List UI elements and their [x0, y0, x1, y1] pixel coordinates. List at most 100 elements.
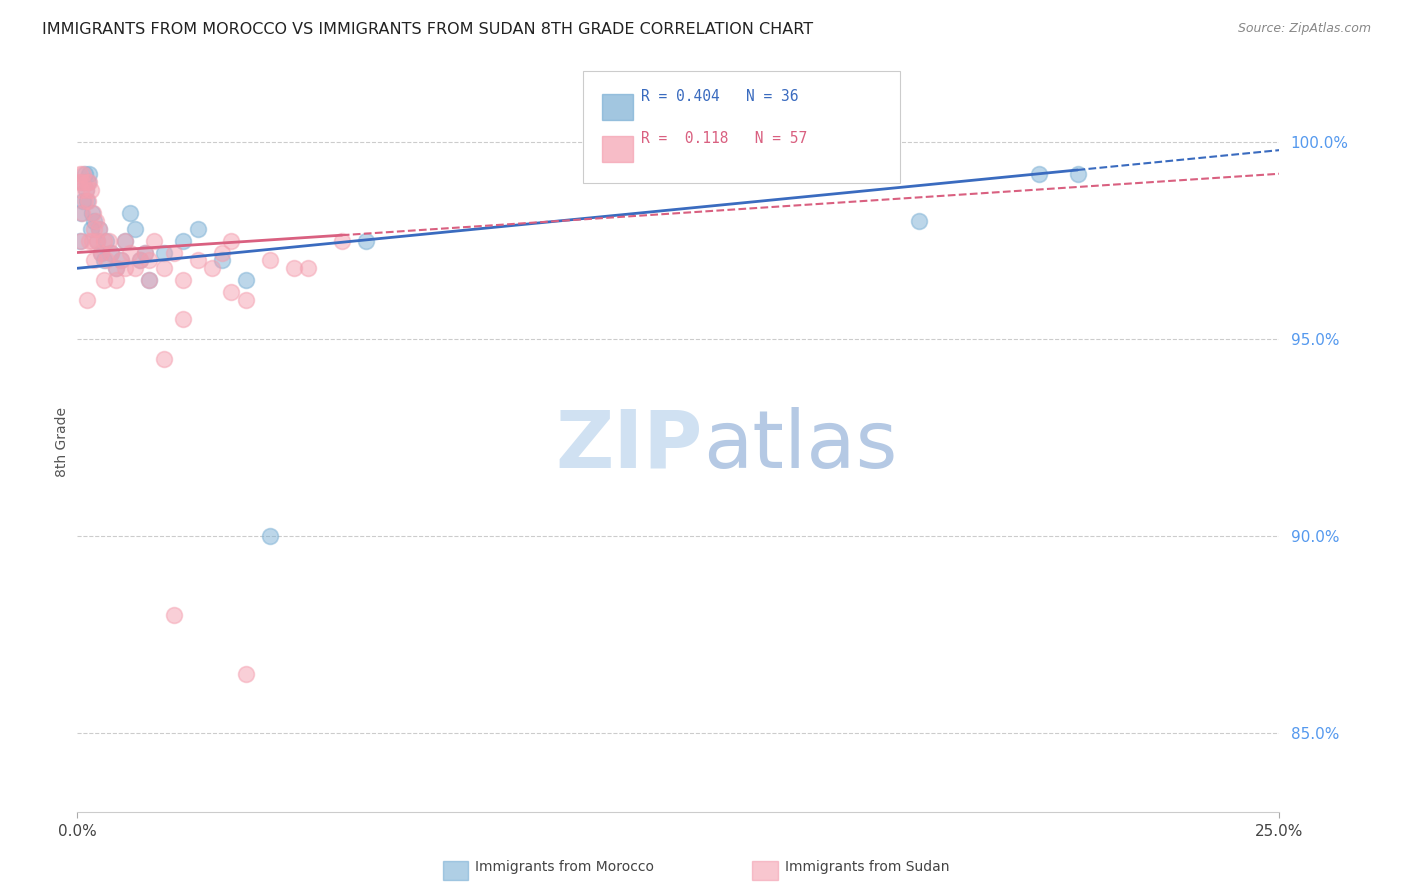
Point [77, 175, 100, 189]
Point [87, 222, 110, 236]
Point [80, 222, 103, 236]
Point [77, 194, 100, 209]
Point [153, 261, 176, 276]
Point [110, 253, 132, 268]
Point [114, 261, 136, 276]
Point [76, 293, 98, 307]
Text: R =  0.118   N = 57: R = 0.118 N = 57 [641, 131, 807, 146]
Point [104, 261, 127, 276]
Point [104, 261, 127, 276]
Point [153, 245, 176, 260]
Point [90, 245, 112, 260]
Point [120, 245, 142, 260]
Point [86, 234, 108, 248]
Point [70, 175, 93, 189]
Point [70, 234, 93, 248]
Text: IMMIGRANTS FROM MOROCCO VS IMMIGRANTS FROM SUDAN 8TH GRADE CORRELATION CHART: IMMIGRANTS FROM MOROCCO VS IMMIGRANTS FR… [42, 22, 813, 37]
Point [297, 261, 319, 276]
Point [138, 273, 160, 287]
Point [235, 666, 257, 681]
Point [82, 206, 104, 220]
Point [143, 234, 166, 248]
Point [114, 234, 136, 248]
Point [80, 182, 103, 196]
Text: Immigrants from Sudan: Immigrants from Sudan [785, 860, 949, 874]
Point [100, 245, 122, 260]
Point [162, 245, 184, 260]
Point [83, 214, 105, 228]
Point [79, 175, 101, 189]
Point [70, 206, 93, 220]
Point [330, 234, 353, 248]
Point [80, 206, 103, 220]
Point [124, 222, 146, 236]
Point [87, 222, 110, 236]
Point [83, 253, 105, 268]
Point [100, 245, 122, 260]
Point [219, 234, 242, 248]
Point [73, 194, 96, 209]
Point [908, 214, 931, 228]
Point [187, 253, 209, 268]
Point [93, 234, 115, 248]
Point [73, 167, 96, 181]
Point [172, 234, 194, 248]
Point [83, 222, 105, 236]
Point [75, 182, 97, 196]
Text: ZIP: ZIP [555, 407, 703, 485]
Point [114, 234, 136, 248]
Point [97, 234, 120, 248]
Point [75, 182, 97, 196]
Text: Source: ZipAtlas.com: Source: ZipAtlas.com [1237, 22, 1371, 36]
Point [172, 273, 194, 287]
Point [80, 234, 103, 248]
Point [128, 253, 150, 268]
Point [172, 312, 194, 326]
Point [93, 253, 115, 268]
Point [72, 194, 94, 209]
Point [120, 206, 142, 220]
Point [69, 234, 91, 248]
Point [84, 214, 107, 228]
Point [138, 253, 160, 268]
Point [96, 234, 118, 248]
Point [76, 175, 98, 189]
Point [1028, 167, 1050, 181]
Text: atlas: atlas [703, 407, 897, 485]
Point [70, 182, 93, 196]
Point [96, 253, 118, 268]
Point [79, 234, 101, 248]
Point [72, 167, 94, 181]
Point [76, 194, 98, 209]
Point [93, 273, 115, 287]
Point [70, 175, 93, 189]
Point [86, 234, 108, 248]
Point [259, 253, 281, 268]
Point [128, 253, 150, 268]
Point [219, 285, 242, 299]
Point [187, 222, 209, 236]
Point [259, 529, 281, 543]
Point [134, 245, 156, 260]
Point [283, 261, 305, 276]
Point [201, 261, 224, 276]
Point [104, 273, 127, 287]
Point [134, 245, 156, 260]
Point [110, 253, 132, 268]
Point [79, 167, 101, 181]
Point [211, 253, 233, 268]
Point [90, 245, 112, 260]
Point [1066, 167, 1088, 181]
Point [138, 273, 160, 287]
Point [235, 293, 257, 307]
Text: Immigrants from Morocco: Immigrants from Morocco [475, 860, 654, 874]
Point [70, 206, 93, 220]
Point [67, 175, 90, 189]
Point [69, 167, 91, 181]
Point [162, 607, 184, 622]
Point [354, 234, 377, 248]
Point [211, 245, 233, 260]
Y-axis label: 8th Grade: 8th Grade [55, 407, 69, 476]
Point [153, 351, 176, 366]
Point [235, 273, 257, 287]
